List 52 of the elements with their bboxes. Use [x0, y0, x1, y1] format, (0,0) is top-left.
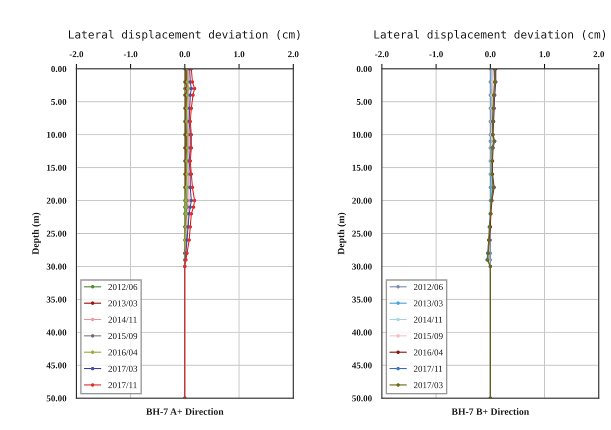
y-tick-label: 5.00 — [356, 98, 372, 105]
y-tick-label: 40.00 — [46, 329, 66, 336]
y-tick-label: 20.00 — [46, 198, 66, 204]
chart-title: Lateral displacement deviation (cm) — [374, 30, 606, 41]
y-tick-label: 30.00 — [46, 264, 66, 270]
legend-label: 2015/09 — [414, 333, 443, 340]
x-axis-title: BH-7 A+ Direction — [146, 408, 224, 415]
y-tick-label: 20.00 — [352, 198, 372, 204]
legend-label: 2014/11 — [108, 316, 137, 323]
y-tick-label: 50.00 — [46, 395, 66, 402]
legend-label: 2016/04 — [414, 349, 443, 356]
legend-label: 2015/09 — [108, 333, 138, 340]
legend-label: 2012/06 — [108, 284, 138, 290]
y-tick-label: 5.00 — [51, 98, 66, 105]
y-axis-title: Depth (m) — [337, 212, 346, 255]
y-tick-label: 25.00 — [352, 230, 372, 237]
y-tick-label: 35.00 — [46, 296, 66, 303]
legend-label: 2013/03 — [414, 300, 443, 306]
x-tick-label: 1.0 — [540, 51, 550, 58]
x-tick-label: 2.0 — [594, 51, 604, 58]
legend-label: 2017/03 — [414, 382, 443, 388]
y-tick-label: 0.00 — [356, 66, 372, 72]
x-tick-label: 2.0 — [288, 51, 299, 58]
legend-label: 2012/06 — [414, 284, 443, 290]
y-tick-label: 30.00 — [352, 264, 372, 270]
y-tick-label: 45.00 — [352, 362, 372, 369]
y-tick-label: 35.00 — [352, 296, 372, 303]
y-axis-title: Depth (m) — [32, 212, 41, 255]
y-tick-label: 25.00 — [46, 230, 66, 237]
legend-label: 2013/03 — [108, 300, 138, 306]
legend-label: 2017/03 — [108, 366, 138, 372]
y-tick-label: 15.00 — [352, 164, 372, 171]
x-tick-label: -1.0 — [124, 51, 138, 58]
chart-title: Lateral displacement deviation (cm) — [68, 30, 300, 41]
legend-label: 2017/11 — [414, 366, 442, 372]
x-tick-label: -1.0 — [429, 51, 443, 58]
x-axis-title: BH-7 B+ Direction — [452, 408, 530, 415]
y-tick-label: 40.00 — [352, 329, 372, 336]
x-tick-label: -2.0 — [70, 51, 84, 58]
legend-label: 2017/11 — [108, 382, 137, 388]
legend-label: 2016/04 — [108, 349, 138, 356]
y-tick-label: 10.00 — [47, 132, 66, 138]
x-tick-label: 0.0 — [180, 51, 190, 58]
y-tick-label: 15.00 — [47, 164, 66, 171]
y-tick-label: 45.00 — [46, 362, 66, 369]
y-tick-label: 0.00 — [51, 66, 66, 72]
x-tick-label: 0.0 — [485, 51, 496, 58]
legend-label: 2014/11 — [414, 316, 442, 323]
y-tick-label: 50.00 — [352, 395, 372, 402]
x-tick-label: -2.0 — [375, 51, 389, 58]
y-tick-label: 10.00 — [352, 132, 372, 138]
x-tick-label: 1.0 — [234, 51, 244, 58]
